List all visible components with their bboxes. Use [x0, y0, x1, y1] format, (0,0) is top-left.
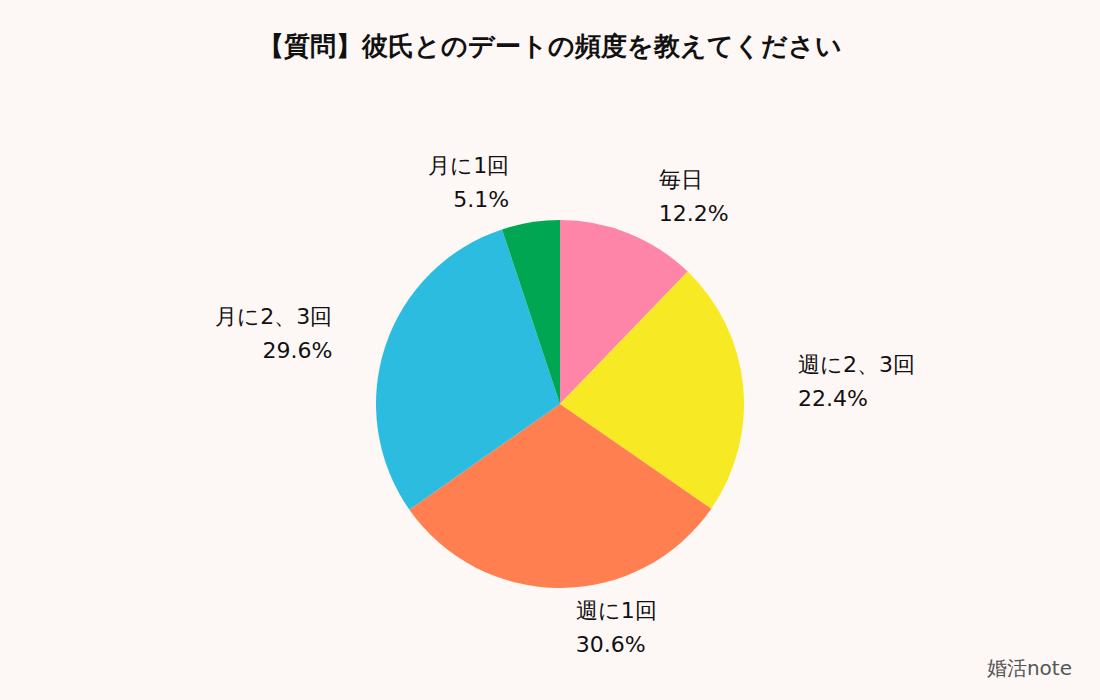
svg-text:30.6%: 30.6%	[576, 632, 646, 657]
svg-text:月に2、3回: 月に2、3回	[215, 304, 332, 329]
svg-text:毎日: 毎日	[659, 167, 703, 192]
svg-text:週に2、3回: 週に2、3回	[798, 352, 915, 377]
svg-text:12.2%: 12.2%	[659, 201, 729, 226]
svg-text:週に1回: 週に1回	[576, 598, 657, 623]
svg-text:【質問】彼氏とのデートの頻度を教えてください: 【質問】彼氏とのデートの頻度を教えてください	[258, 31, 842, 61]
svg-text:5.1%: 5.1%	[453, 187, 509, 212]
svg-text:婚活note: 婚活note	[987, 656, 1072, 680]
svg-text:29.6%: 29.6%	[262, 338, 332, 363]
svg-text:22.4%: 22.4%	[798, 386, 868, 411]
svg-text:月に1回: 月に1回	[428, 153, 509, 178]
